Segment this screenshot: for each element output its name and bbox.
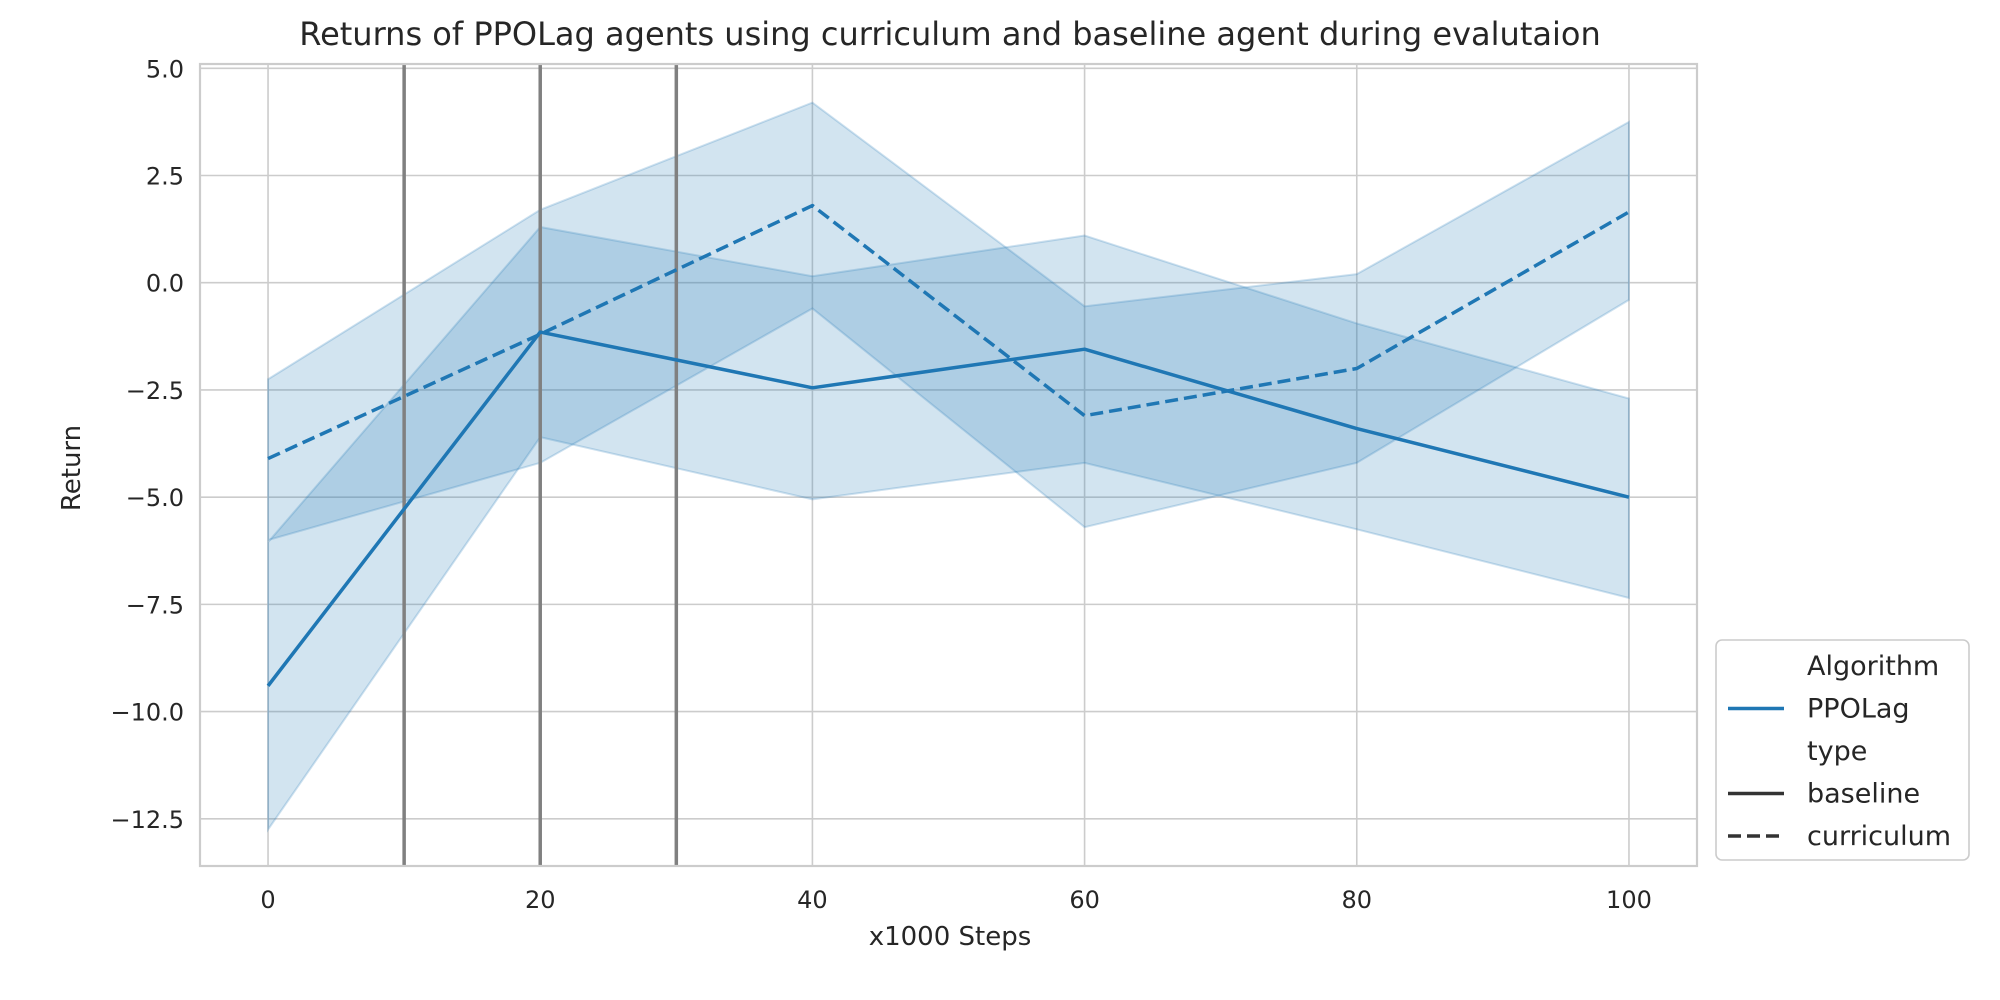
y-tick-label: 2.5 xyxy=(146,163,184,191)
grid xyxy=(200,64,1697,866)
x-tick-label: 80 xyxy=(1341,886,1372,914)
x-tick-label: 40 xyxy=(797,886,828,914)
x-axis-label: x1000 Steps xyxy=(869,922,1032,952)
series-line-curriculum xyxy=(267,203,1630,461)
marker-lines xyxy=(402,64,679,866)
y-tick-label: 0.0 xyxy=(146,270,184,298)
plot-frame xyxy=(198,62,1699,868)
y-tick-label: −7.5 xyxy=(126,591,184,619)
legend-label: type xyxy=(1807,736,1867,767)
y-axis-label: Return xyxy=(57,425,87,511)
y-tick-label: 5.0 xyxy=(146,55,184,83)
legend-label: baseline xyxy=(1807,779,1920,810)
plot-border xyxy=(198,62,1699,868)
y-tick-label: −10.0 xyxy=(110,699,184,727)
y-tick-label: −12.5 xyxy=(110,806,184,834)
legend: Algorithm PPOLag type baseline curriculum xyxy=(1715,639,1970,861)
x-tick-label: 100 xyxy=(1606,886,1652,914)
tick-labels: 0 20 40 60 80 100 5.0 2.5 0.0 −2.5 −5.0 −7.5 −10.0 −1… xyxy=(110,55,1651,914)
series-lines xyxy=(266,203,1630,687)
legend-label: curriculum xyxy=(1807,821,1951,852)
y-tick-label: −5.0 xyxy=(126,484,184,512)
x-tick-label: 20 xyxy=(525,886,556,914)
legend-label: Algorithm xyxy=(1807,651,1939,682)
x-tick-label: 60 xyxy=(1069,886,1100,914)
chart-title: Returns of PPOLag agents using curriculu… xyxy=(299,15,1600,53)
legend-box xyxy=(1715,639,1970,861)
series-line-baseline xyxy=(266,330,1630,687)
legend-label: PPOLag xyxy=(1807,694,1910,725)
y-tick-label: −2.5 xyxy=(126,377,184,405)
x-tick-label: 0 xyxy=(260,886,275,914)
